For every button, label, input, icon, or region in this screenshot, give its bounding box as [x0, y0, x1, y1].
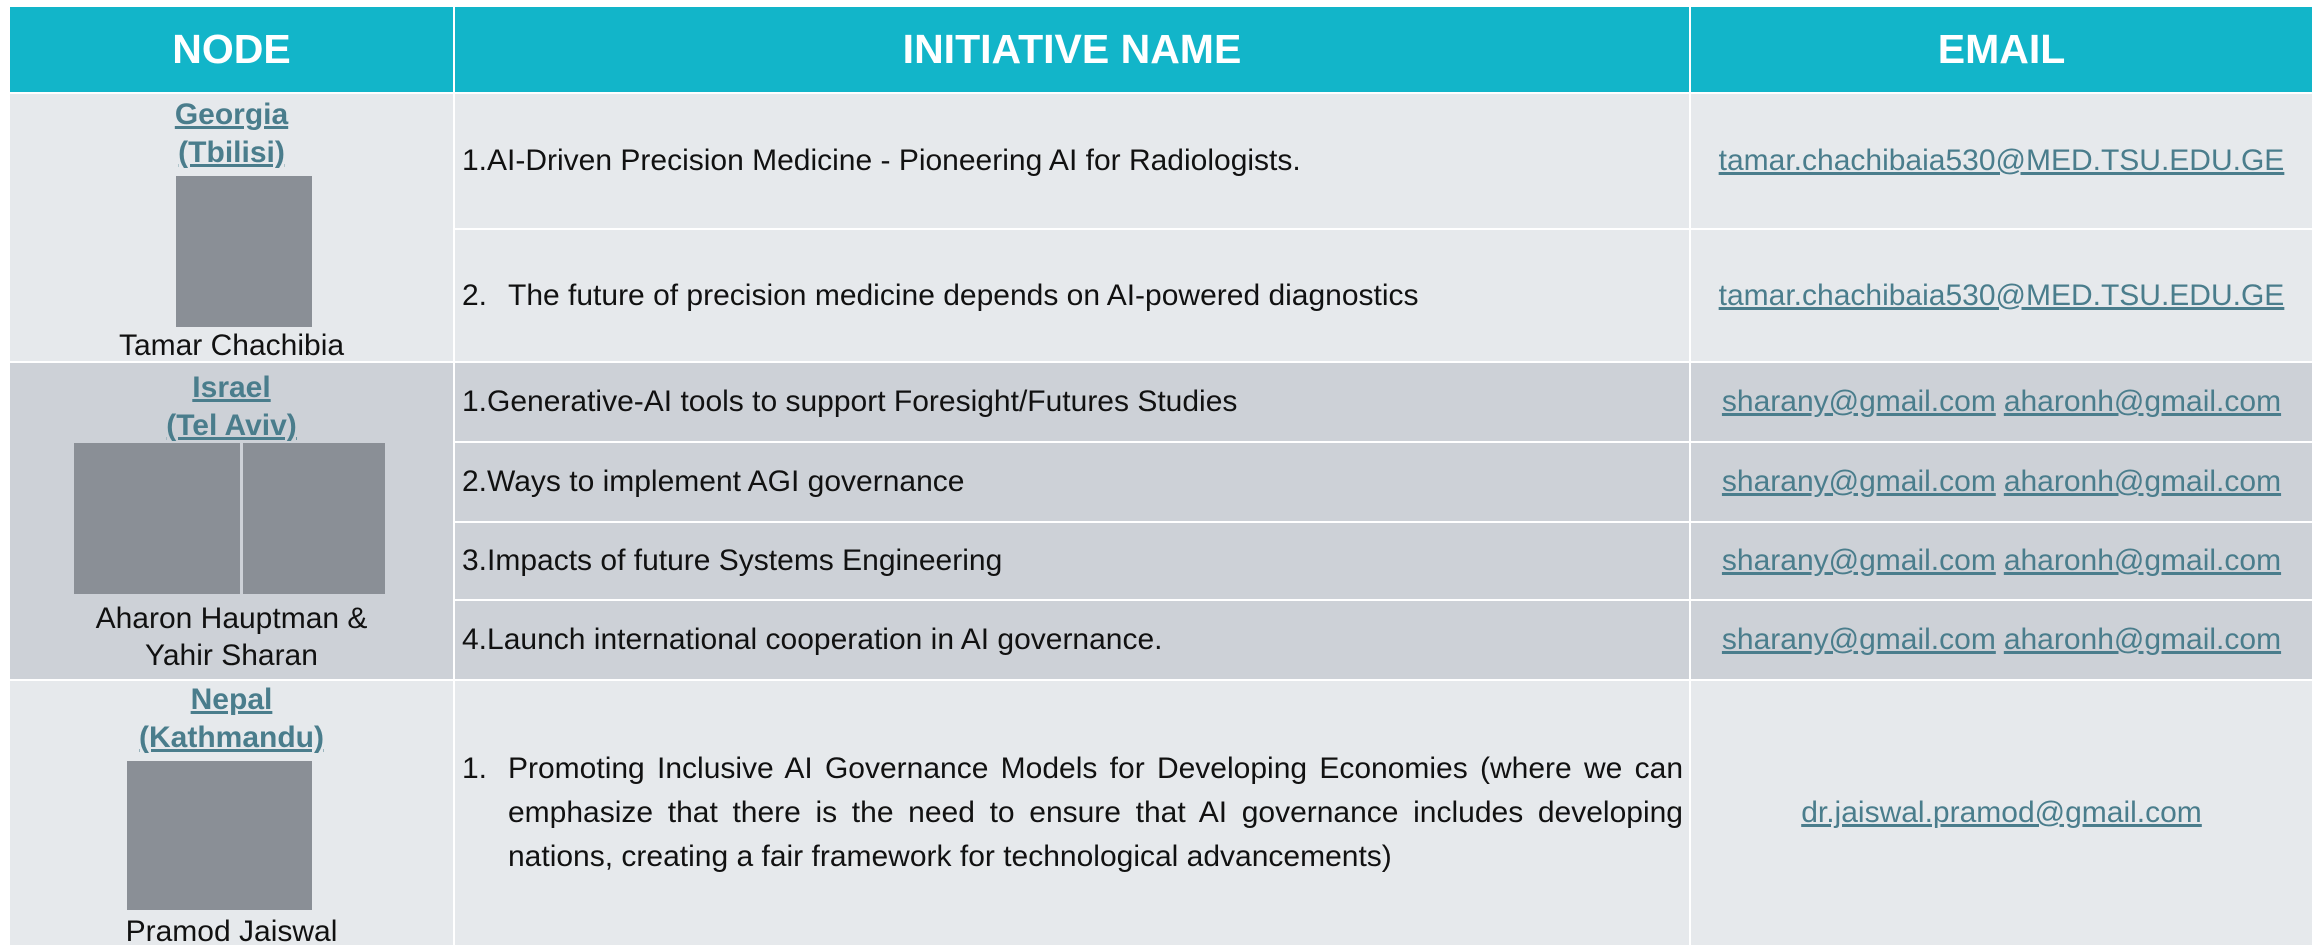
- email-cell: sharany@gmail.com aharonh@gmail.com: [1691, 443, 2312, 521]
- email-list: sharany@gmail.com aharonh@gmail.com: [1691, 385, 2312, 419]
- initiative-cell: 4.Launch international cooperation in AI…: [455, 601, 1689, 679]
- email-link[interactable]: sharany@gmail.com: [1721, 623, 1996, 656]
- email-link[interactable]: aharonh@gmail.com: [2003, 465, 2282, 498]
- initiative-cell: 2.Ways to implement AGI governance: [455, 443, 1689, 521]
- email-link[interactable]: tamar.chachibaia530@MED.TSU.EDU.GE: [1718, 278, 2285, 312]
- email-link[interactable]: aharonh@gmail.com: [2003, 385, 2282, 418]
- person-name: Pramod Jaiswal: [125, 915, 338, 945]
- item-number: 2.: [462, 278, 488, 312]
- photo: [176, 176, 312, 327]
- header-cell: NODE: [10, 7, 453, 92]
- person-name: Aharon Hauptman &: [95, 602, 368, 635]
- header-cell: EMAIL: [1691, 7, 2312, 92]
- initiative-text: 1.AI-Driven Precision Medicine - Pioneer…: [462, 144, 1301, 177]
- email-list: tamar.chachibaia530@MED.TSU.EDU.GE: [1691, 144, 2312, 178]
- email-cell: tamar.chachibaia530@MED.TSU.EDU.GE: [1691, 94, 2312, 228]
- initiative-cell: 3.Impacts of future Systems Engineering: [455, 523, 1689, 599]
- person-name: Tamar Chachibia: [118, 329, 345, 362]
- initiative-cell: 1.AI-Driven Precision Medicine - Pioneer…: [455, 94, 1689, 228]
- initiative-text: 1.Generative-AI tools to support Foresig…: [462, 385, 1238, 418]
- node-cell: Israel (Tel Aviv) Aharon Hauptman & Yahir …: [10, 363, 453, 679]
- header-cell: INITIATIVE NAME: [455, 7, 1689, 92]
- initiative-cell: 1. Promoting Inclusive AI Governance Mode…: [455, 681, 1689, 945]
- email-list: tamar.chachibaia530@MED.TSU.EDU.GE: [1691, 279, 2312, 313]
- email-cell: sharany@gmail.com aharonh@gmail.com: [1691, 601, 2312, 679]
- node-name[interactable]: (Kathmandu): [139, 721, 324, 754]
- email-list: sharany@gmail.com aharonh@gmail.com: [1691, 544, 2312, 578]
- email-list: sharany@gmail.com aharonh@gmail.com: [1691, 465, 2312, 499]
- person-name: Yahir Sharan: [145, 639, 318, 672]
- photo: [127, 761, 312, 910]
- initiative-cell: 2. The future of precision medicine depen…: [455, 230, 1689, 361]
- email-cell: sharany@gmail.com aharonh@gmail.com: [1691, 523, 2312, 599]
- node-cell: Nepal (Kathmandu) Pramod Jaiswal: [10, 681, 453, 945]
- email-link[interactable]: sharany@gmail.com: [1721, 385, 1996, 418]
- initiative-text: 3.Impacts of future Systems Engineering: [462, 544, 1003, 577]
- email-list: dr.jaiswal.pramod@gmail.com: [1691, 796, 2312, 830]
- email-cell: sharany@gmail.com aharonh@gmail.com: [1691, 363, 2312, 441]
- photo: [243, 443, 385, 594]
- initiative-text: The future of precision medicine depends…: [508, 278, 1419, 312]
- node-name[interactable]: (Tel Aviv): [166, 409, 297, 442]
- email-list: sharany@gmail.com aharonh@gmail.com: [1691, 623, 2312, 657]
- initiative-text: 2.Ways to implement AGI governance: [462, 465, 965, 498]
- photo: [74, 443, 240, 594]
- email-link[interactable]: tamar.chachibaia530@MED.TSU.EDU.GE: [1718, 144, 2285, 177]
- node-name[interactable]: Georgia: [174, 98, 289, 131]
- node-name[interactable]: Nepal: [190, 683, 273, 716]
- email-link[interactable]: sharany@gmail.com: [1721, 465, 1996, 498]
- node-name[interactable]: Israel: [192, 371, 271, 404]
- initiative-text: Promoting Inclusive AI Governance Models…: [508, 752, 1683, 873]
- email-cell: tamar.chachibaia530@MED.TSU.EDU.GE: [1691, 230, 2312, 361]
- email-link[interactable]: sharany@gmail.com: [1721, 544, 1996, 577]
- email-link[interactable]: aharonh@gmail.com: [2003, 623, 2282, 656]
- initiative-text: 4.Launch international cooperation in AI…: [462, 623, 1163, 656]
- email-link[interactable]: dr.jaiswal.pramod@gmail.com: [1801, 796, 2202, 829]
- initiative-cell: 1.Generative-AI tools to support Foresig…: [455, 363, 1689, 441]
- node-cell: Georgia (Tbilisi) Tamar Chachibia: [10, 94, 453, 362]
- email-link[interactable]: aharonh@gmail.com: [2003, 544, 2282, 577]
- node-name[interactable]: (Tbilisi): [178, 136, 285, 169]
- item-number: 1.: [462, 752, 488, 785]
- email-cell: dr.jaiswal.pramod@gmail.com: [1691, 681, 2312, 945]
